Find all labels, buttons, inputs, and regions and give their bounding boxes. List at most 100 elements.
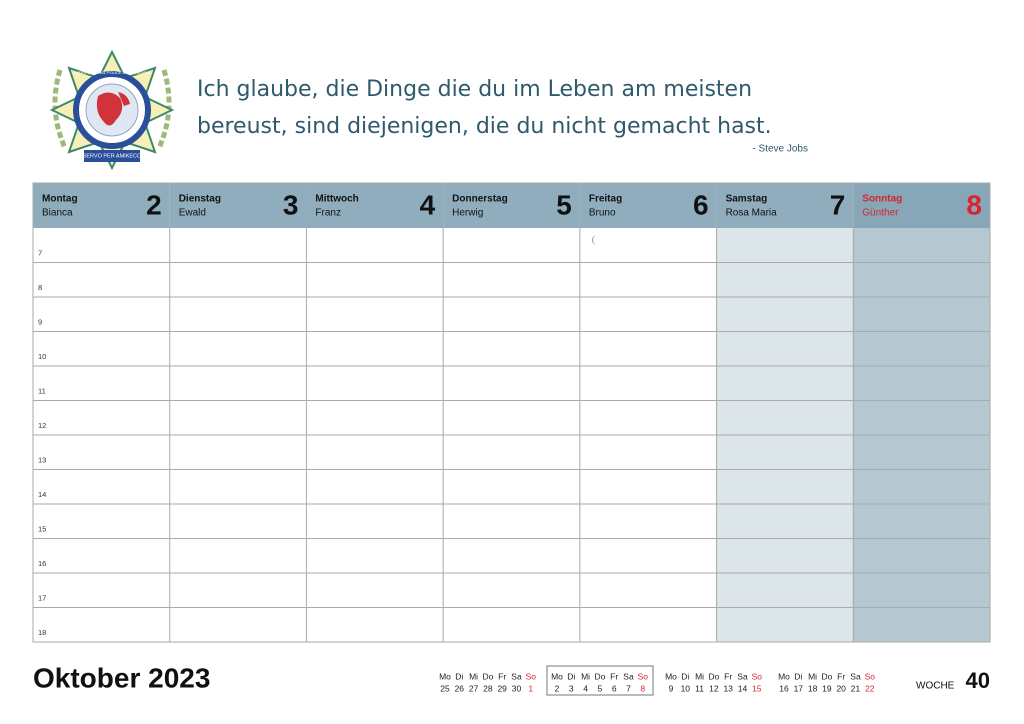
hour-label: 8 [38, 283, 42, 292]
mini-weekday: So [865, 671, 876, 681]
mini-date: 20 [836, 683, 846, 693]
day-number: 8 [966, 189, 982, 220]
hour-label: 18 [38, 628, 46, 637]
mini-date: 3 [569, 683, 574, 693]
mini-date: 18 [808, 683, 818, 693]
day-person: Günther [862, 208, 899, 219]
mini-date: 22 [865, 683, 875, 693]
mini-date: 27 [469, 683, 479, 693]
mini-weekday: Sa [737, 671, 748, 681]
mini-weekday: Mi [581, 671, 590, 681]
day-name: Samstag [726, 194, 768, 205]
hour-label: 17 [38, 593, 46, 602]
mini-weekday: Di [567, 671, 575, 681]
day-person: Herwig [452, 208, 483, 219]
day-name: Mittwoch [315, 194, 358, 205]
mini-weekday: Fr [498, 671, 506, 681]
mini-date: 14 [738, 683, 748, 693]
logo-motto: SERVO PER AMIKECO [83, 153, 142, 159]
hour-label: 13 [38, 455, 46, 464]
grid-border [32, 182, 991, 643]
mini-date: 12 [709, 683, 719, 693]
day-person: Rosa Maria [726, 208, 778, 219]
hour-label: 12 [38, 421, 46, 430]
week-number: 40 [966, 668, 990, 693]
mini-date: 17 [794, 683, 804, 693]
day-number: 7 [830, 189, 846, 220]
quote-author: - Steve Jobs [752, 144, 808, 155]
mini-date: 29 [497, 683, 507, 693]
hour-label: 15 [38, 524, 46, 533]
day-header [716, 183, 854, 228]
mini-weekday: Do [594, 671, 605, 681]
mini-date: 9 [669, 683, 674, 693]
mini-calendars: Mo25Di26Mi27Do28Fr29Sa30So1Mo2Di3Mi4Do5F… [439, 671, 875, 693]
day-person: Franz [315, 208, 341, 219]
day-person: Ewald [179, 208, 206, 219]
mini-date: 16 [779, 683, 789, 693]
hour-label: 11 [38, 386, 46, 395]
mini-weekday: Do [821, 671, 832, 681]
day-header [443, 183, 580, 228]
day-number: 4 [420, 189, 436, 220]
mini-weekday: Di [455, 671, 463, 681]
mini-weekday: Mi [808, 671, 817, 681]
day-header [853, 183, 990, 228]
mini-weekday: Sa [623, 671, 634, 681]
mini-weekday: Mo [439, 671, 451, 681]
mini-weekday: Sa [511, 671, 522, 681]
hour-label: 7 [38, 248, 42, 257]
day-person: Bruno [589, 208, 616, 219]
mini-weekday: Mi [469, 671, 478, 681]
mini-date: 30 [512, 683, 522, 693]
mini-date: 13 [723, 683, 733, 693]
mini-weekday: So [526, 671, 537, 681]
day-person: Bianca [42, 208, 73, 219]
mini-date: 4 [583, 683, 588, 693]
current-week-box [546, 665, 654, 696]
day-number: 3 [283, 189, 299, 220]
day-number: 6 [693, 189, 709, 220]
hour-label: 14 [38, 490, 46, 499]
day-name: Montag [42, 194, 78, 205]
mini-weekday: Do [482, 671, 493, 681]
day-number: 5 [556, 189, 572, 220]
moon-icon [592, 235, 597, 245]
day-header [169, 183, 307, 228]
day-name: Dienstag [179, 194, 221, 205]
mini-date: 11 [695, 683, 704, 693]
mini-weekday: So [638, 671, 649, 681]
mini-date: 5 [598, 683, 603, 693]
quote-line: Ich glaube, die Dinge die du im Leben am… [197, 77, 752, 102]
mini-weekday: Di [681, 671, 689, 681]
mini-date: 7 [626, 683, 631, 693]
mini-date: 2 [555, 683, 560, 693]
mini-weekday: Sa [850, 671, 861, 681]
logo-ring-text: INTERNATIONAL POLICE ASSOCIATION [74, 70, 149, 75]
mini-weekday: Mo [665, 671, 677, 681]
mini-date: 26 [455, 683, 465, 693]
mini-date: 21 [851, 683, 861, 693]
mini-weekday: Fr [837, 671, 845, 681]
mini-date: 6 [612, 683, 617, 693]
mini-weekday: Di [794, 671, 802, 681]
week-label: WOCHE [916, 681, 955, 692]
mini-weekday: So [752, 671, 763, 681]
day-name: Freitag [589, 194, 622, 205]
mini-date: 10 [681, 683, 691, 693]
month-title: Oktober 2023 [33, 662, 210, 693]
mini-date: 1 [528, 683, 533, 693]
mini-date: 19 [822, 683, 832, 693]
mini-date: 8 [640, 683, 645, 693]
day-header [579, 183, 717, 228]
mini-weekday: Mi [695, 671, 704, 681]
logo: SERVO PER AMIKECO INTERNATIONAL POLICE A… [49, 49, 175, 171]
mini-weekday: Fr [724, 671, 732, 681]
mini-weekday: Fr [610, 671, 618, 681]
hour-label: 10 [38, 352, 46, 361]
mini-date: 15 [752, 683, 762, 693]
day-name: Donnerstag [452, 194, 508, 205]
quote-line: bereust, sind diejenigen, die du nicht g… [197, 114, 772, 139]
week-grid: Montag Bianca 2 Dienstag Ewald 3 Mittwoch Franz… [32, 182, 991, 643]
